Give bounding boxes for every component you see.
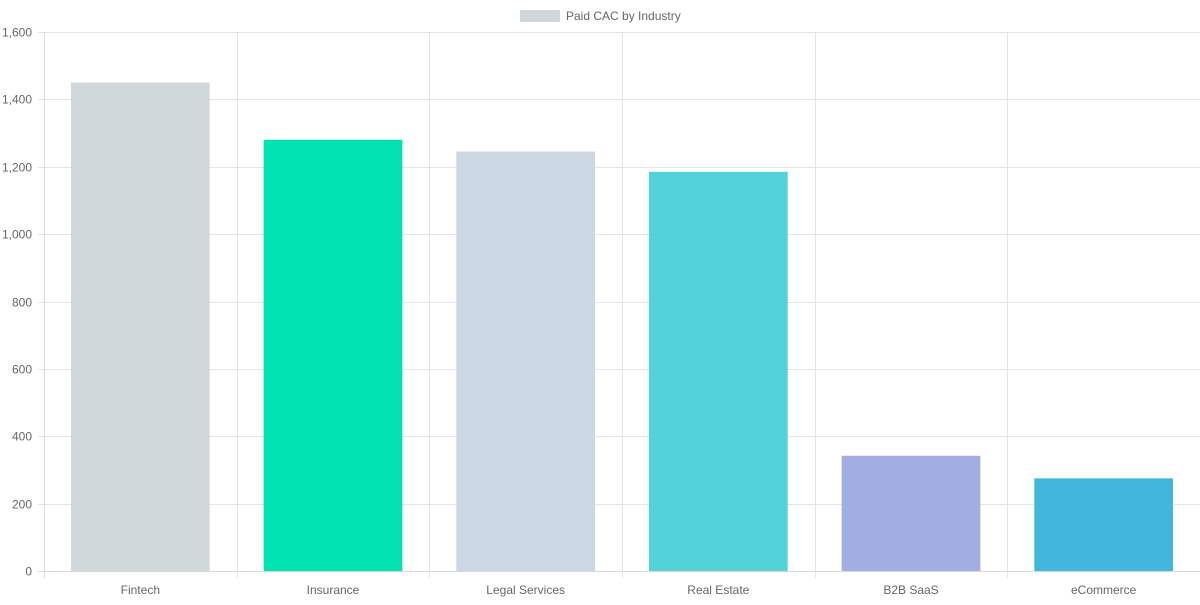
x-tick-label: Fintech	[121, 583, 160, 597]
legend[interactable]: Paid CAC by Industry	[520, 9, 681, 23]
y-tick-label: 1,600	[2, 26, 32, 40]
x-tick-label: B2B SaaS	[883, 583, 938, 597]
y-tick-label: 1,200	[2, 161, 32, 175]
bar[interactable]	[263, 139, 403, 572]
x-tick-label: Legal Services	[486, 583, 565, 597]
x-axis-ticks: Fintech Insurance Legal Services Real Estat…	[121, 583, 1137, 597]
legend-label: Paid CAC by Industry	[566, 9, 681, 23]
x-tick-label: Insurance	[307, 583, 360, 597]
y-tick-label: 1,400	[2, 93, 32, 107]
y-tick-label: 600	[12, 363, 32, 377]
bar[interactable]	[841, 455, 981, 571]
bar[interactable]	[648, 171, 788, 571]
bar[interactable]	[456, 151, 596, 571]
y-tick-label: 800	[12, 296, 32, 310]
bar[interactable]	[70, 82, 210, 571]
gridlines	[38, 32, 1200, 578]
y-tick-label: 200	[12, 498, 32, 512]
legend-swatch	[520, 10, 560, 22]
x-tick-label: Real Estate	[687, 583, 749, 597]
bars	[70, 82, 1174, 572]
y-tick-label: 0	[25, 565, 32, 579]
bar[interactable]	[1034, 478, 1174, 571]
x-tick-label: eCommerce	[1071, 583, 1137, 597]
y-axis-ticks: 0 200 400 600 800 1,000 1,200 1,400 1,600	[2, 26, 32, 579]
y-tick-label: 1,000	[2, 228, 32, 242]
y-tick-label: 400	[12, 430, 32, 444]
